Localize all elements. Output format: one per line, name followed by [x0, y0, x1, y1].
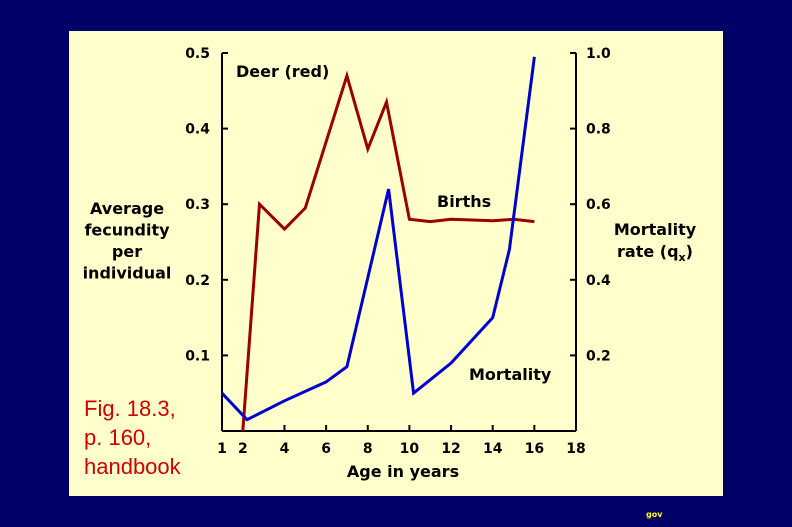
left-y-tick-label: 0.1 [185, 348, 210, 364]
caption-line: handbook [84, 454, 181, 479]
left-y-tick-label: 0.3 [185, 197, 210, 213]
left-axis-title-line: per [112, 242, 142, 261]
axes: 0.1 0.2 0.3 0.4 0.5 0.2 0.4 0.6 0.8 1.0 1 2 4 6 8 10 12 1… [185, 46, 611, 457]
x-tick-label: 16 [525, 441, 544, 457]
left-axis-title-line: Average [90, 199, 164, 218]
series-line-mortality [220, 56, 536, 422]
left-axis-title-line: fecundity [84, 221, 170, 240]
x-tick-label: 18 [566, 441, 585, 457]
labels-layer: Age in years Average fecundity per individua… [83, 62, 697, 481]
x-tick-label: 1 [217, 441, 227, 457]
right-axis-title-subscript: x [679, 251, 686, 264]
left-y-tick-label: 0.5 [185, 46, 210, 62]
x-tick-label: 8 [363, 441, 373, 457]
x-tick-label: 12 [441, 441, 460, 457]
x-axis-title: Age in years [347, 462, 459, 481]
left-axis-title-line: individual [83, 264, 172, 283]
series-line-births [241, 70, 535, 432]
right-y-tick-label: 1.0 [586, 46, 611, 62]
chart-panel [69, 31, 723, 496]
caption-line: p. 160, [84, 425, 152, 450]
annotation-deer: Deer (red) [236, 62, 329, 81]
footer-text: gov [646, 510, 663, 519]
right-axis-title-text: rate (q [617, 242, 679, 261]
left-y-tick-label: 0.2 [185, 273, 210, 289]
figure-caption: Fig. 18.3, p. 160, handbook [84, 394, 254, 481]
right-y-tick-label: 0.6 [586, 197, 611, 213]
right-y-tick-label: 0.2 [586, 348, 611, 364]
x-tick-label: 4 [280, 441, 290, 457]
x-tick-label: 14 [483, 441, 503, 457]
x-tick-label: 6 [321, 441, 331, 457]
annotation-births: Births [437, 192, 491, 211]
right-axis-title-suffix: ) [686, 242, 693, 261]
right-axis-title-line: Mortality [614, 220, 697, 239]
annotation-mortality: Mortality [469, 365, 552, 384]
right-y-tick-label: 0.4 [586, 273, 611, 289]
right-axis-title-line: rate (qx) [617, 242, 693, 264]
x-tick-label: 2 [238, 441, 248, 457]
series-layer [220, 56, 536, 432]
x-tick-label: 10 [400, 441, 420, 457]
caption-line: Fig. 18.3, [84, 396, 176, 421]
left-y-tick-label: 0.4 [185, 122, 210, 138]
right-y-tick-label: 0.8 [586, 122, 611, 138]
